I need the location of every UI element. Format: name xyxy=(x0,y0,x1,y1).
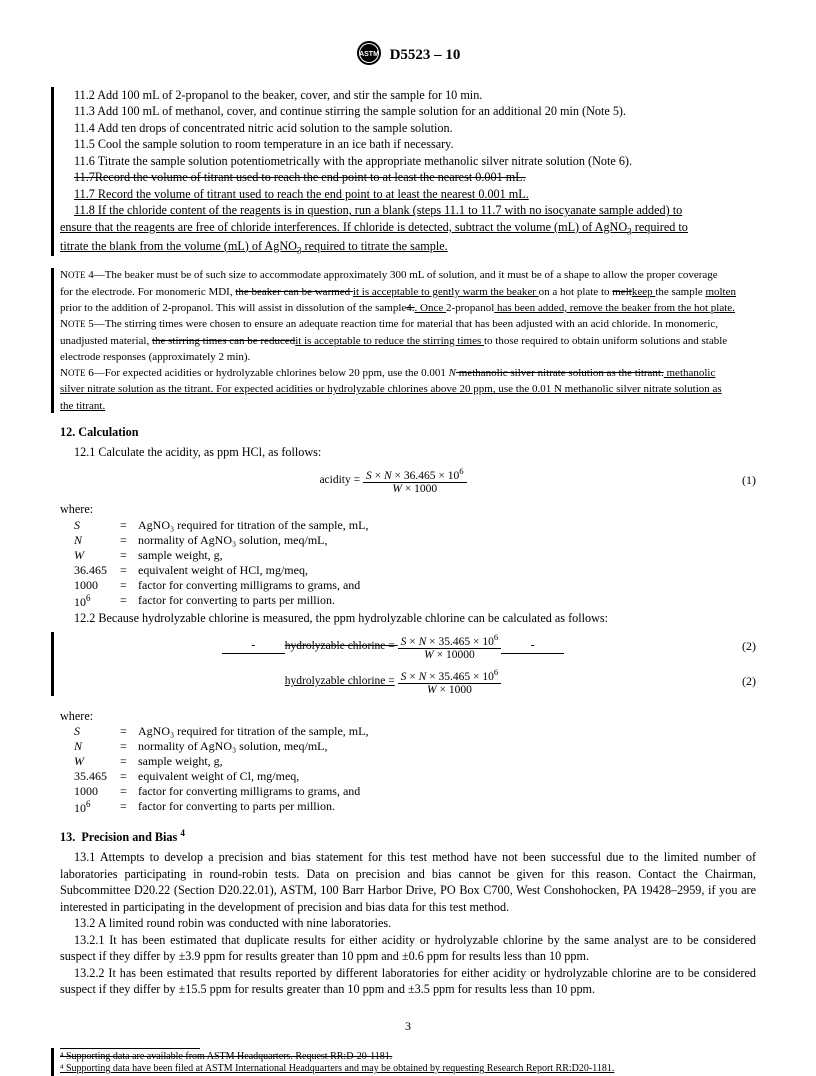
text: methanolic silver nitrate solution as th… xyxy=(456,367,664,379)
astm-logo: ASTM xyxy=(356,40,382,71)
where-label: where: xyxy=(60,501,756,517)
page-header: ASTM D5523 – 10 xyxy=(60,40,756,71)
svg-text:ASTM: ASTM xyxy=(359,51,379,58)
text: unadjusted material, xyxy=(60,335,152,347)
step-12-2: 12.2 Because hydrolyzable chlorine is me… xyxy=(60,610,756,626)
eq-lhs: acidity = xyxy=(319,475,360,487)
step-11-8-line2: ensure that the reagents are free of chl… xyxy=(60,219,756,238)
footnote-block: ⁴ Supporting data are available from AST… xyxy=(51,1048,756,1076)
step-11-6: 11.6 Titrate the sample solution potenti… xyxy=(60,153,756,169)
text: titrate the blank from the volume (mL) o… xyxy=(60,239,297,253)
note-5-line1: NOTE 5—The stirring times were chosen to… xyxy=(60,317,756,331)
step-11-7-added: 11.7 Record the volume of titrant used t… xyxy=(60,186,756,202)
step-11-8-line1: 11.8 If the chloride content of the reag… xyxy=(60,202,756,218)
step-13-2-1: 13.2.1 It has been estimated that duplic… xyxy=(60,932,756,965)
text: 6—For expected acidities or hydrolyzable… xyxy=(85,367,448,379)
text: molten xyxy=(705,286,736,298)
footnote-added: ⁴ Supporting data have been filed at AST… xyxy=(60,1063,756,1076)
section-12-head: 12. Calculation xyxy=(60,425,756,440)
text: for the electrode. For monomeric MDI, xyxy=(60,286,235,298)
equation-2-number: (2) xyxy=(726,639,756,654)
text: required to xyxy=(632,220,688,234)
text: on a hot plate to xyxy=(539,286,613,298)
text: keep xyxy=(632,286,656,298)
text: OTE xyxy=(68,319,86,329)
text: OTE xyxy=(68,368,86,378)
step-11-3: 11.3 Add 100 mL of methanol, cover, and … xyxy=(60,103,756,119)
page-number: 3 xyxy=(0,1019,816,1034)
step-11-8-line3: titrate the blank from the volume (mL) o… xyxy=(60,238,756,257)
equation-2-number: (2) xyxy=(726,674,756,689)
text: the beaker can be warmed xyxy=(235,286,353,298)
where-table-1: S=AgNO₃ required for titration of the sa… xyxy=(74,518,372,610)
text: N xyxy=(449,367,456,379)
note-4-line2: for the electrode. For monomeric MDI, th… xyxy=(60,285,756,299)
where-label-2: where: xyxy=(60,708,756,724)
note-6-line2: silver nitrate solution as the titrant. … xyxy=(60,382,756,396)
text: 4. xyxy=(406,302,414,314)
eq-lhs: hydrolyzable chlorine = xyxy=(285,675,395,687)
text: 5—The stirring times were chosen to ensu… xyxy=(85,318,718,330)
text: methanolic xyxy=(664,367,716,379)
footnote-rule xyxy=(60,1048,200,1049)
eq-lhs: hydrolyzable chlorine = xyxy=(285,640,395,652)
equation-1-body: acidity = S × N × 36.465 × 106 W × 1000 xyxy=(60,466,726,495)
text: the stirring times can be reduced xyxy=(152,335,295,347)
text: OTE xyxy=(68,270,86,280)
text: N xyxy=(60,318,68,330)
text: prior to the addition of 2-propanol. Thi… xyxy=(60,302,406,314)
text: to those required to obtain uniform solu… xyxy=(484,335,727,347)
text: 4—The beaker must be of such size to acc… xyxy=(85,269,717,281)
fraction: S × N × 35.465 × 106 W × 1000 xyxy=(398,667,502,696)
step-12-1: 12.1 Calculate the acidity, as ppm HCl, … xyxy=(60,444,756,460)
text: 2-propanol xyxy=(446,302,494,314)
document-id: D5523 – 10 xyxy=(390,47,461,64)
note-6-line3: the titrant. xyxy=(60,399,756,413)
step-11-5: 11.5 Cool the sample solution to room te… xyxy=(60,136,756,152)
step-11-7-deleted: 11.7Record the volume of titrant used to… xyxy=(60,169,756,185)
note-4-line1: NOTE 4—The beaker must be of such size t… xyxy=(60,268,756,282)
text: N xyxy=(60,367,68,379)
step-13-2-2: 13.2.2 It has been estimated that result… xyxy=(60,965,756,998)
where-table-2: S=AgNO₃ required for titration of the sa… xyxy=(74,724,372,816)
step-11-4: 11.4 Add ten drops of concentrated nitri… xyxy=(60,120,756,136)
text: has been added, remove the beaker from t… xyxy=(494,302,735,314)
procedure-block: 11.2 Add 100 mL of 2-propanol to the bea… xyxy=(51,87,756,256)
note-4-line3: prior to the addition of 2-propanol. Thi… xyxy=(60,301,756,315)
text: it is acceptable to reduce the stirring … xyxy=(295,335,484,347)
note-5-line2: unadjusted material, the stirring times … xyxy=(60,334,756,348)
document-page: ASTM D5523 – 10 11.2 Add 100 mL of 2-pro… xyxy=(0,0,816,1056)
equation-2-strike: hydrolyzable chlorine = S × N × 35.465 ×… xyxy=(60,632,756,661)
footnote-deleted: ⁴ Supporting data are available from AST… xyxy=(60,1051,756,1064)
text: it is acceptable to gently warm the beak… xyxy=(353,286,539,298)
text: N xyxy=(60,269,68,281)
equation-2-block: hydrolyzable chlorine = S × N × 35.465 ×… xyxy=(51,632,756,696)
note-6-line1: NOTE 6—For expected acidities or hydroly… xyxy=(60,366,756,380)
fraction: S × N × 35.465 × 106 W × 10000 xyxy=(398,632,502,661)
text: the sample xyxy=(655,286,705,298)
step-13-1: 13.1 Attempts to develop a precision and… xyxy=(60,849,756,915)
text: melt xyxy=(612,286,632,298)
equation-1: acidity = S × N × 36.465 × 106 W × 1000 … xyxy=(60,466,756,495)
fraction: S × N × 36.465 × 106 W × 1000 xyxy=(363,466,467,495)
step-11-2: 11.2 Add 100 mL of 2-propanol to the bea… xyxy=(60,87,756,103)
equation-1-number: (1) xyxy=(726,473,756,488)
text: . Once xyxy=(415,302,446,314)
equation-2-new: hydrolyzable chlorine = S × N × 35.465 ×… xyxy=(60,667,756,696)
section-13-head: 13. Precision and Bias 4 xyxy=(60,828,756,845)
step-13-2: 13.2 A limited round robin was conducted… xyxy=(60,915,756,931)
text: ensure that the reagents are free of chl… xyxy=(60,220,627,234)
notes-block: NOTE 4—The beaker must be of such size t… xyxy=(51,268,756,413)
eq2-body-new: hydrolyzable chlorine = S × N × 35.465 ×… xyxy=(60,667,726,696)
text: required to titrate the sample. xyxy=(301,239,447,253)
text: 11.8 If the chloride content of the reag… xyxy=(74,203,682,217)
note-5-line3: electrode responses (approximately 2 min… xyxy=(60,350,756,364)
eq2-body-old: hydrolyzable chlorine = S × N × 35.465 ×… xyxy=(60,632,726,661)
